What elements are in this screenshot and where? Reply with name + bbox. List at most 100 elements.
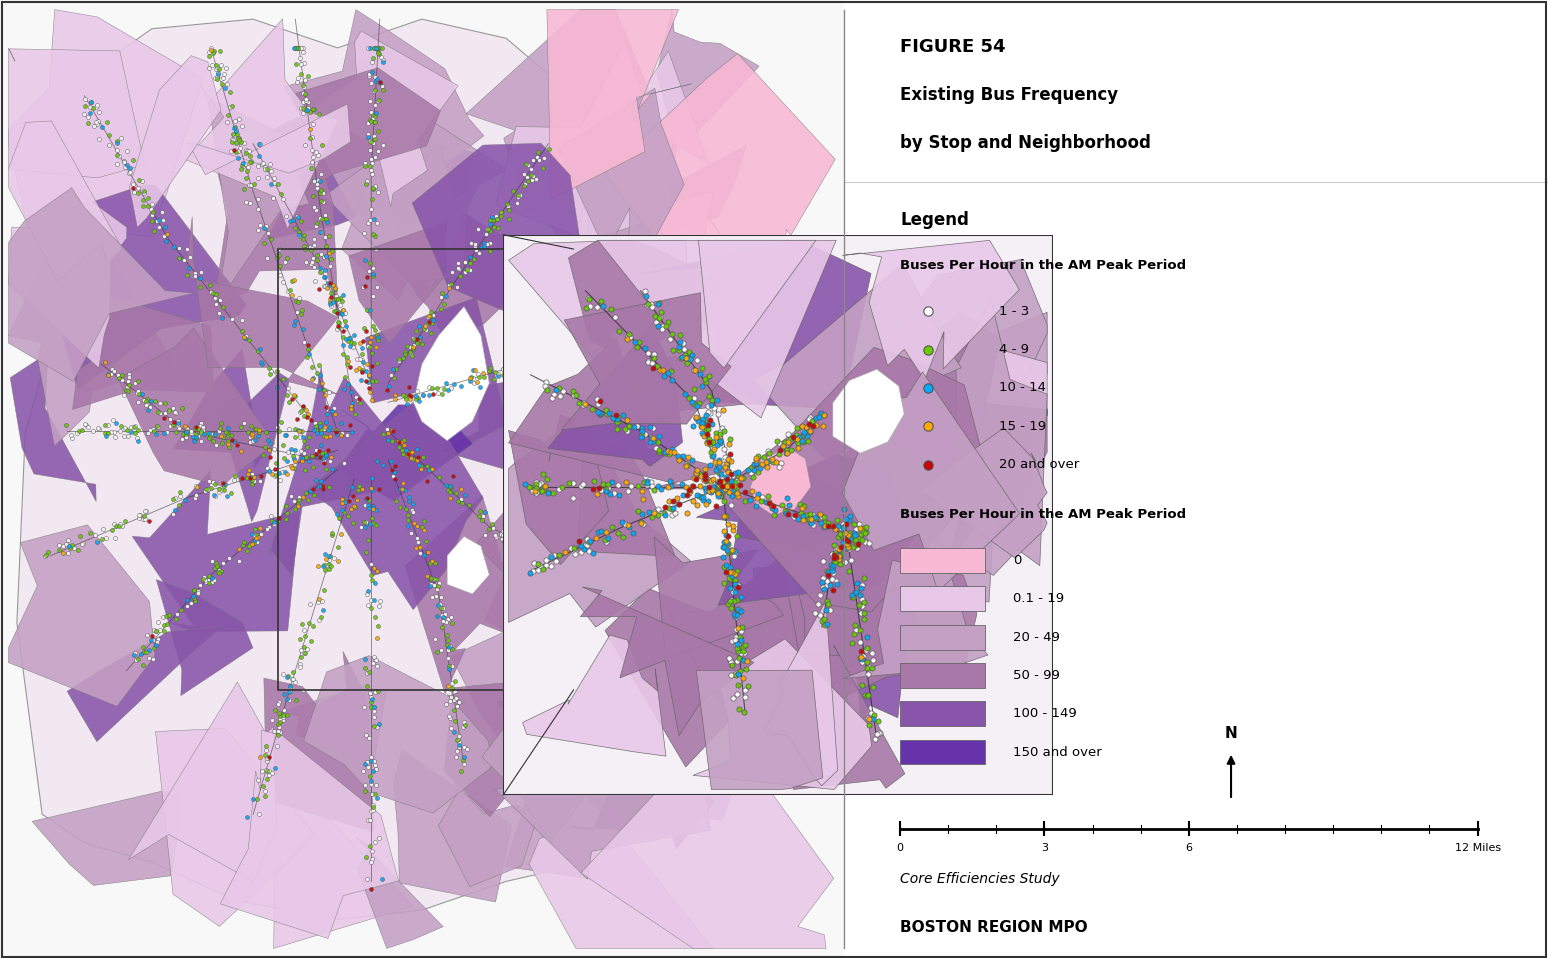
Point <box>659 373 684 388</box>
Polygon shape <box>8 188 194 381</box>
Point <box>169 400 194 416</box>
Point <box>74 417 99 432</box>
Point <box>311 559 336 574</box>
Point <box>772 435 797 450</box>
Point <box>153 608 178 624</box>
Point <box>354 586 379 602</box>
Point <box>401 515 426 531</box>
Point <box>658 473 683 489</box>
Point <box>568 544 593 559</box>
Point <box>799 414 824 429</box>
Point <box>726 465 751 480</box>
Point <box>228 140 252 155</box>
Point <box>656 479 681 494</box>
Point <box>358 557 382 572</box>
Point <box>311 382 336 398</box>
Point <box>813 617 837 632</box>
Point <box>358 855 382 870</box>
Point <box>404 518 429 534</box>
Point <box>310 167 334 182</box>
Text: 12 Miles: 12 Miles <box>1455 843 1500 853</box>
Point <box>395 447 420 463</box>
Polygon shape <box>325 111 508 282</box>
Point <box>364 339 389 354</box>
Point <box>794 428 819 444</box>
Point <box>70 536 94 552</box>
Point <box>791 513 816 528</box>
Point <box>644 441 669 456</box>
Point <box>307 357 331 373</box>
Point <box>851 523 876 538</box>
Point <box>491 524 515 539</box>
Point <box>85 113 110 128</box>
Point <box>491 367 515 382</box>
Point <box>834 535 859 550</box>
Point <box>90 522 115 537</box>
Point <box>738 466 763 481</box>
Point <box>718 453 743 468</box>
Polygon shape <box>17 19 776 920</box>
Point <box>850 599 875 614</box>
Point <box>314 248 339 263</box>
Point <box>240 472 265 488</box>
Point <box>709 467 734 482</box>
Point <box>850 533 875 548</box>
Point <box>265 419 289 434</box>
Point <box>533 558 557 573</box>
Point <box>268 709 293 724</box>
Point <box>224 126 249 142</box>
Polygon shape <box>305 31 458 207</box>
Point <box>232 182 257 197</box>
Point <box>364 778 389 793</box>
Point <box>483 364 508 379</box>
Polygon shape <box>751 447 811 515</box>
Point <box>288 657 313 673</box>
Point <box>291 399 316 415</box>
Point <box>571 396 596 411</box>
Polygon shape <box>263 651 373 832</box>
Point <box>320 525 345 540</box>
Point <box>735 678 760 694</box>
Point <box>297 347 322 362</box>
Point <box>680 493 704 509</box>
Point <box>396 512 421 527</box>
Point <box>161 507 186 522</box>
Point <box>714 456 738 471</box>
Point <box>512 360 537 376</box>
Point <box>639 510 664 525</box>
Point <box>486 367 511 382</box>
Polygon shape <box>577 441 675 557</box>
Point <box>359 699 384 715</box>
Point <box>263 468 288 484</box>
Text: 50 - 99: 50 - 99 <box>1012 669 1059 682</box>
Point <box>724 686 749 701</box>
Point <box>173 424 198 440</box>
Bar <box>279 249 574 690</box>
Point <box>576 562 601 578</box>
Point <box>359 843 384 858</box>
Point <box>404 324 429 339</box>
Point <box>698 457 723 472</box>
Point <box>492 523 517 538</box>
Text: by Stop and Neighborhood: by Stop and Neighborhood <box>899 134 1150 152</box>
Point <box>856 718 881 733</box>
Point <box>488 209 512 224</box>
Point <box>98 138 122 153</box>
Point <box>300 116 325 131</box>
Point <box>265 727 289 742</box>
Point <box>700 434 724 449</box>
Point <box>362 128 387 144</box>
Point <box>254 751 279 766</box>
Point <box>358 104 382 120</box>
Point <box>206 562 231 578</box>
Point <box>381 423 406 439</box>
Point <box>107 516 132 532</box>
Point <box>238 419 263 434</box>
Point <box>803 511 828 526</box>
Point <box>146 631 170 647</box>
Point <box>827 541 851 557</box>
Point <box>861 679 885 695</box>
Point <box>322 550 347 565</box>
Point <box>181 590 206 605</box>
Point <box>740 469 765 485</box>
